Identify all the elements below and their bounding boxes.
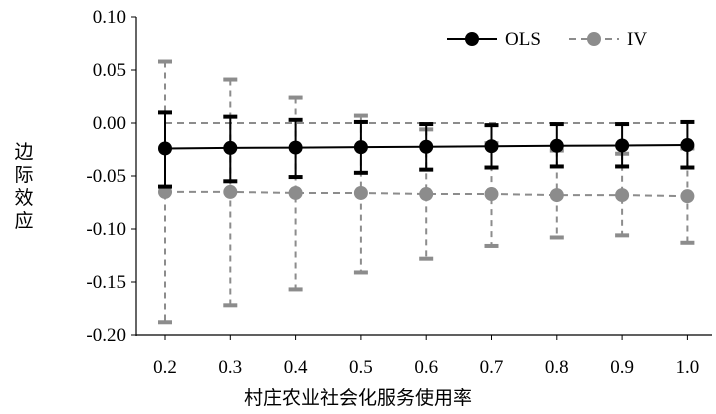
data-point (223, 140, 238, 155)
data-point (615, 188, 630, 203)
data-point (680, 138, 695, 153)
data-point (419, 187, 434, 202)
y-tick-label: 0.00 (93, 113, 126, 134)
y-axis-label-char: 际 (14, 164, 34, 186)
x-tick-label: 1.0 (676, 357, 700, 378)
x-tick-label: 0.2 (153, 357, 177, 378)
y-axis-label-char: 应 (14, 210, 34, 232)
data-point (484, 187, 499, 202)
series-line (165, 190, 688, 198)
y-tick-label: -0.15 (86, 272, 126, 293)
x-tick-label: 0.8 (545, 357, 569, 378)
y-tick-label: -0.05 (86, 166, 126, 187)
data-point (549, 188, 564, 203)
tick-labels: 0.10 0.05 0.00 -0.05 -0.10 -0.15 -0.20 0.2 0.3 0.… (86, 7, 699, 378)
legend-label: IV (627, 29, 647, 50)
data-point (353, 185, 368, 200)
data-point (288, 140, 303, 155)
data-point (419, 139, 434, 154)
legend-item-iv: IV (569, 29, 647, 50)
y-tick-label: 0.10 (93, 7, 126, 28)
data-point (223, 184, 238, 199)
y-axis-label-char: 效 (14, 187, 34, 209)
y-tick-label: -0.20 (86, 325, 126, 346)
x-tick-label: 0.4 (284, 357, 308, 378)
data-point (549, 138, 564, 153)
x-tick-label: 0.9 (610, 357, 634, 378)
data-point (484, 139, 499, 154)
x-tick-label: 0.6 (414, 357, 438, 378)
x-axis-label: 村庄农业社会化服务使用率 (243, 387, 472, 409)
data-point (680, 189, 695, 204)
x-tick-label: 0.3 (218, 357, 242, 378)
series-ols (158, 110, 695, 189)
axes (135, 17, 712, 336)
data-point (288, 185, 303, 200)
y-tick-label: 0.05 (93, 60, 126, 81)
legend-item-ols: OLS (447, 29, 541, 50)
legend-marker (465, 32, 479, 46)
data-point (615, 138, 630, 153)
y-axis-label-char: 边 (14, 141, 34, 163)
x-tick-label: 0.5 (349, 357, 373, 378)
x-tick-label: 0.7 (480, 357, 504, 378)
legend-marker (587, 32, 601, 46)
series-iv (158, 59, 695, 325)
legend: OLS IV (447, 29, 647, 50)
data-point (353, 140, 368, 155)
y-tick-label: -0.10 (86, 219, 126, 240)
data-point (158, 141, 172, 156)
series-layer (158, 59, 695, 325)
legend-label: OLS (505, 29, 541, 50)
